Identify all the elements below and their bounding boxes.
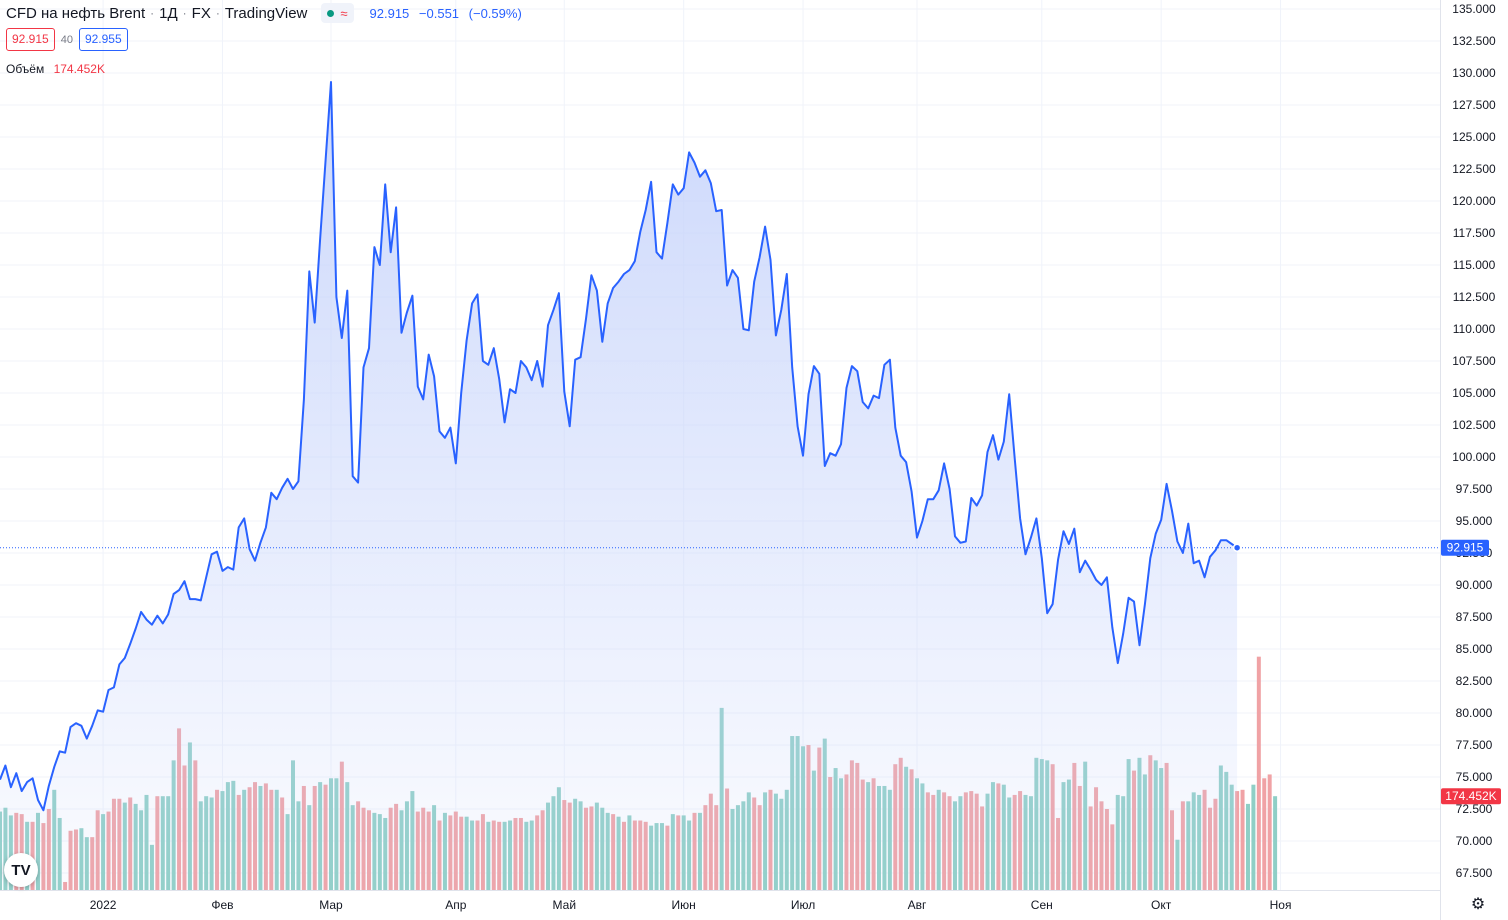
time-tick-label: Июл xyxy=(791,898,815,912)
time-tick-label: Сен xyxy=(1031,898,1053,912)
volume-bar xyxy=(1267,774,1272,890)
time-axis[interactable]: 2022 Фев Мар Апр Май Июн Июл Авг Сен Окт Ноя xyxy=(0,890,1440,913)
quote-values: 92.915 −0.551 (−0.59%) xyxy=(370,6,528,21)
price-axis[interactable]: 67.500 70.000 72.500 75.000 77.500 80.000 82.5… xyxy=(1440,0,1497,920)
time-tick-label: Авг xyxy=(908,898,927,912)
price-tick-label: 105.000 xyxy=(1452,386,1496,400)
price-tick-label: 127.500 xyxy=(1452,98,1496,112)
price-change-pct: (−0.59%) xyxy=(468,5,522,21)
price-tick-label: 115.000 xyxy=(1453,258,1496,272)
price-tick-label: 95.000 xyxy=(1456,514,1493,528)
price-tick-label: 132.500 xyxy=(1452,34,1496,48)
price-tick-label: 77.500 xyxy=(1456,738,1493,752)
spread-value: 40 xyxy=(60,33,73,46)
separator-dot: · xyxy=(150,6,155,20)
price-area-fill xyxy=(0,82,1238,890)
time-tick-label: Апр xyxy=(445,898,467,912)
time-tick-label: Май xyxy=(553,898,577,912)
price-tick-label: 70.000 xyxy=(1456,834,1493,848)
volume-bar xyxy=(1245,803,1250,890)
market-status[interactable]: ≈ xyxy=(321,3,354,23)
price-badge xyxy=(1441,539,1489,556)
price-tick-label: 110.000 xyxy=(1453,322,1496,336)
time-tick-label: 2022 xyxy=(90,898,117,912)
exchange-label: FX xyxy=(191,4,211,22)
last-price-dot xyxy=(1232,543,1242,552)
price-tick-label: 125.000 xyxy=(1452,130,1496,144)
price-tick-label: 67.500 xyxy=(1456,866,1493,880)
volume-bar xyxy=(1251,784,1256,890)
time-tick-label: Ноя xyxy=(1270,898,1292,912)
price-tick-label: 72.500 xyxy=(1456,802,1493,816)
sell-price-button[interactable]: 92.915 xyxy=(6,28,55,51)
separator-dot: · xyxy=(182,6,187,20)
tradingview-logo-icon[interactable]: TV xyxy=(4,853,38,887)
price-tick-label: 122.500 xyxy=(1452,162,1496,176)
symbol-title[interactable]: CFD на нефть Brent xyxy=(6,4,146,22)
volume-bar xyxy=(1273,796,1278,890)
volume-bar xyxy=(1235,791,1240,890)
legend-header: CFD на нефть Brent · 1Д · FX · TradingVi… xyxy=(6,3,528,23)
separator-dot: · xyxy=(215,6,220,20)
price-tick-label: 130.000 xyxy=(1452,66,1496,80)
volume-value: 174.452K xyxy=(53,62,105,76)
price-tick-label: 80.000 xyxy=(1456,706,1493,720)
delayed-wave-icon: ≈ xyxy=(340,5,348,21)
price-tick-label: 75.000 xyxy=(1456,770,1493,784)
last-price: 92.915 xyxy=(369,5,410,21)
price-tick-label: 97.500 xyxy=(1456,482,1493,496)
price-change: −0.551 xyxy=(418,5,460,21)
price-tick-label: 120.000 xyxy=(1452,194,1496,208)
volume-badge xyxy=(1441,788,1501,805)
source-label: TradingView xyxy=(224,4,308,22)
volume-bar xyxy=(1256,656,1261,890)
volume-bar xyxy=(1240,789,1245,890)
price-tick-label: 112.500 xyxy=(1453,290,1496,304)
price-tick-label: 135.000 xyxy=(1452,2,1496,16)
price-area xyxy=(0,81,1440,890)
price-tick-label: 100.000 xyxy=(1452,450,1496,464)
price-tick-label: 85.000 xyxy=(1456,642,1493,656)
gear-icon[interactable]: ⚙ xyxy=(1470,896,1486,913)
time-tick-label: Фев xyxy=(211,898,233,912)
bid-ask-row: 92.915 40 92.955 xyxy=(6,28,128,51)
time-tick-label: Мар xyxy=(319,898,343,912)
volume-badge-label: 174.452K xyxy=(1445,789,1496,803)
market-open-dot-icon xyxy=(327,9,335,17)
time-tick-label: Июн xyxy=(672,898,696,912)
axis-badges: 92.915 174.452K xyxy=(1441,539,1501,805)
price-line xyxy=(0,81,1238,812)
interval-label[interactable]: 1Д xyxy=(159,4,178,22)
volume-bar xyxy=(1262,778,1267,890)
price-tick-label: 87.500 xyxy=(1456,610,1493,624)
price-tick-label: 102.500 xyxy=(1452,418,1496,432)
buy-price-button[interactable]: 92.955 xyxy=(78,28,128,51)
price-tick-label: 107.500 xyxy=(1452,354,1496,368)
time-tick-label: Окт xyxy=(1151,898,1172,912)
volume-label[interactable]: Объём xyxy=(6,62,45,76)
price-badge-label: 92.915 xyxy=(1447,541,1484,555)
price-tick-label: 90.000 xyxy=(1456,578,1493,592)
price-tick-label: 117.500 xyxy=(1453,226,1496,240)
price-tick-label: 82.500 xyxy=(1456,674,1493,688)
volume-legend: Объём 174.452K xyxy=(6,62,105,76)
